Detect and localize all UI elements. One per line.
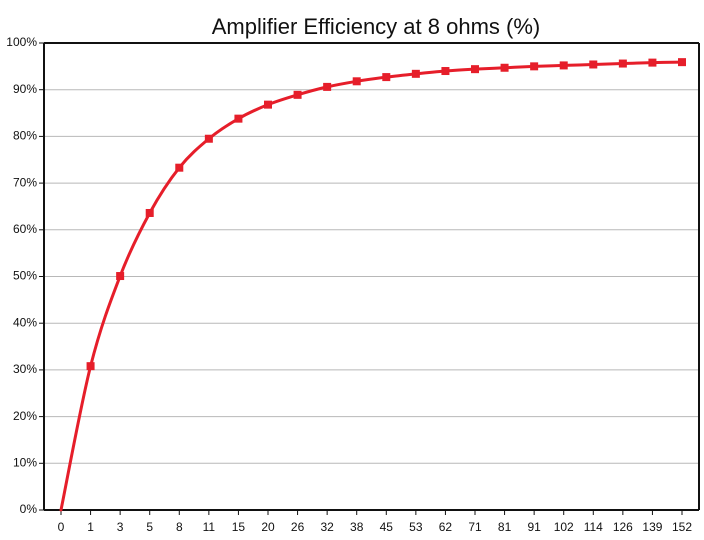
y-axis-tick-label: 60% (13, 222, 37, 236)
horizontal-gridlines (44, 89, 699, 464)
x-axis-tick-label: 5 (146, 520, 153, 534)
series-markers (86, 58, 686, 371)
efficiency-point (382, 73, 391, 82)
efficiency-point (411, 69, 420, 78)
x-axis-tick-label: 11 (203, 520, 216, 534)
x-axis-tick-label: 0 (58, 520, 65, 534)
efficiency-point (352, 77, 361, 86)
x-axis-tick-label: 126 (613, 520, 633, 534)
efficiency-point (530, 62, 539, 71)
x-axis-tick-labels: 0 1 3 5 8 11 15 20 26 32 38 45 53 62 71 81 91 102 114 126 13… (58, 520, 693, 534)
x-axis-tick-label: 114 (584, 520, 603, 534)
efficiency-point (204, 134, 213, 143)
efficiency-point (323, 82, 332, 91)
efficiency-point (618, 59, 627, 68)
x-axis-tick-label: 20 (261, 520, 275, 534)
x-axis-tick-label: 15 (232, 520, 246, 534)
efficiency-point (175, 163, 184, 172)
efficiency-point (145, 208, 154, 217)
y-axis-tick-label: 90% (13, 82, 37, 96)
efficiency-point (293, 90, 302, 99)
efficiency-point (500, 63, 509, 72)
x-axis-tick-label: 102 (554, 520, 574, 534)
efficiency-point (264, 100, 272, 109)
x-axis-tick-label: 3 (117, 520, 124, 534)
x-axis-tick-label: 81 (498, 520, 512, 534)
efficiency-point (116, 272, 125, 281)
x-axis-tick-label: 8 (176, 520, 183, 534)
efficiency-point (648, 58, 657, 67)
x-axis-tick-label: 32 (320, 520, 334, 534)
y-axis-tick-label: 40% (13, 315, 37, 329)
y-axis-tick-label: 0% (20, 502, 38, 516)
series-layer (59, 60, 684, 512)
y-axis-tick-label: 10% (13, 455, 37, 469)
x-axis-tick-label: 1 (87, 520, 94, 534)
x-axis-tick-label: 45 (380, 520, 394, 534)
chart-title: Amplifier Efficiency at 8 ohms (%) (212, 14, 540, 39)
y-axis-tick-label: 30% (13, 362, 37, 376)
efficiency-point (86, 362, 95, 371)
x-axis-tick-label: 91 (527, 520, 541, 534)
x-axis-tick-label: 62 (439, 520, 453, 534)
efficiency-point (559, 61, 568, 70)
efficiency-point (589, 60, 598, 69)
efficiency-point (678, 58, 686, 67)
efficiency-point (441, 67, 450, 76)
y-axis-tick-label: 100% (6, 35, 37, 49)
x-axis-tick-label: 26 (291, 520, 305, 534)
y-axis-tick-label: 20% (13, 409, 37, 423)
x-axis-tick-label: 139 (642, 520, 662, 534)
x-axis-tick-label: 71 (468, 520, 482, 534)
y-axis-tick-label: 70% (13, 175, 37, 189)
y-axis-tick-labels: 0% 10% 20% 30% 40% 50% 60% 70% 80% 90% 100% (6, 35, 37, 516)
y-axis-tick-label: 50% (13, 269, 37, 283)
y-axis-tick-label: 80% (13, 129, 37, 143)
x-axis-tick-label: 53 (409, 520, 423, 534)
x-axis-tick-label: 38 (350, 520, 364, 534)
efficiency-point (234, 114, 243, 123)
efficiency-line (59, 60, 684, 512)
efficiency-point (471, 65, 479, 74)
chart-axes (39, 42, 700, 515)
x-axis-tick-label: 152 (672, 520, 692, 534)
